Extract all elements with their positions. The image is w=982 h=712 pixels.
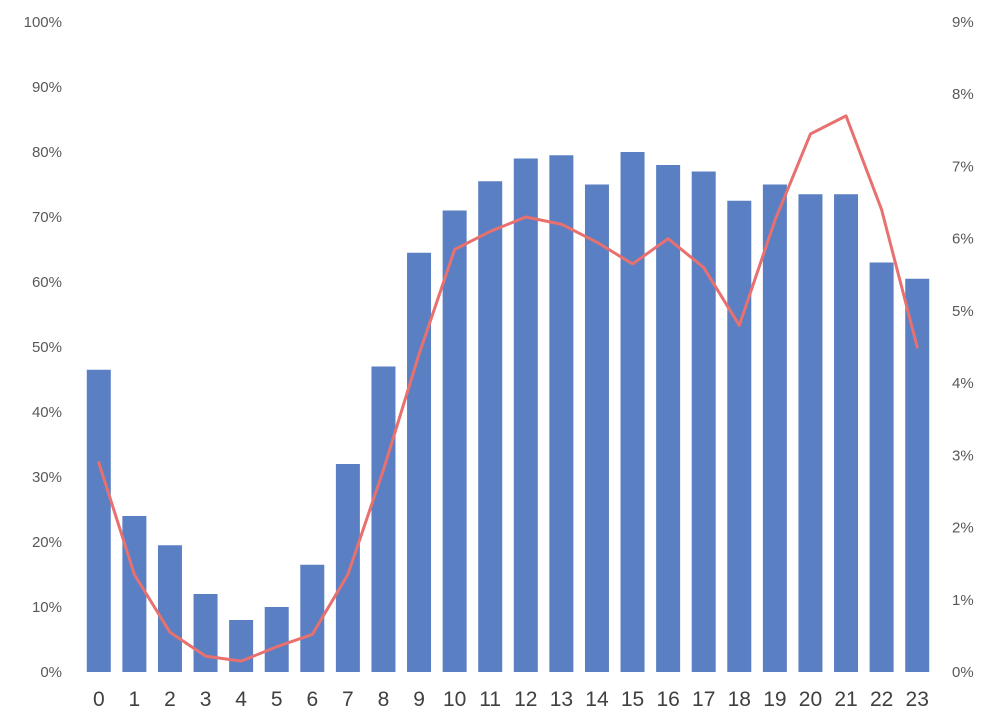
left-axis-tick-label: 100% <box>24 14 62 31</box>
line-series-layer <box>97 114 919 663</box>
left-axis-tick-label: 60% <box>32 274 62 291</box>
right-axis-tick-label: 1% <box>952 592 974 609</box>
x-axis-tick-label: 12 <box>514 688 537 711</box>
left-axis-tick-label: 20% <box>32 534 62 551</box>
bar-hour-12 <box>513 158 538 672</box>
left-axis-tick-label: 70% <box>32 209 62 226</box>
left-axis-tick-label: 90% <box>32 79 62 96</box>
bar-hour-21 <box>834 194 859 672</box>
bar-hour-3 <box>193 594 218 672</box>
left-axis-ticks: 0% 10% 20% 30% 40% 50% 60% 70% 80% 90% 100% <box>24 14 62 681</box>
x-axis-tick-label: 13 <box>550 688 573 711</box>
x-axis-tick-label: 0 <box>93 688 105 711</box>
bar-hour-2 <box>157 545 182 672</box>
x-axis-tick-label: 11 <box>479 688 501 711</box>
bar-series <box>86 152 930 672</box>
x-axis-tick-label: 10 <box>443 688 466 711</box>
x-axis-tick-label: 2 <box>164 688 176 711</box>
bar-hour-13 <box>549 155 574 672</box>
x-axis-tick-label: 22 <box>870 688 893 711</box>
right-axis-ticks: 0% 1% 2% 3% 4% 5% 6% 7% 8% 9% <box>952 14 974 681</box>
bar-hour-10 <box>442 210 467 672</box>
x-axis-tick-label: 19 <box>763 688 786 711</box>
bar-hour-15 <box>620 152 645 672</box>
right-axis-tick-label: 7% <box>952 158 974 175</box>
x-axis-tick-label: 15 <box>621 688 644 711</box>
right-axis-tick-label: 8% <box>952 86 974 103</box>
left-axis-tick-label: 0% <box>40 664 62 681</box>
x-axis-tick-label: 1 <box>129 688 141 711</box>
x-axis-tick-label: 5 <box>271 688 283 711</box>
right-axis-tick-label: 6% <box>952 231 974 248</box>
x-axis-tick-label: 8 <box>378 688 390 711</box>
right-axis-tick-label: 4% <box>952 375 974 392</box>
x-axis-tick-label: 4 <box>235 688 247 711</box>
x-axis-tick-label: 16 <box>656 688 679 711</box>
x-axis-tick-label: 3 <box>200 688 212 711</box>
line-series <box>97 114 919 663</box>
left-axis-tick-label: 80% <box>32 144 62 161</box>
x-axis-tick-label: 18 <box>728 688 751 711</box>
bar-hour-1 <box>122 516 147 672</box>
right-axis-tick-label: 9% <box>952 14 974 31</box>
left-axis-tick-label: 40% <box>32 404 62 421</box>
right-axis-tick-label: 0% <box>952 664 974 681</box>
right-axis-tick-label: 2% <box>952 520 974 537</box>
bar-hour-5 <box>264 607 289 672</box>
left-axis-tick-label: 10% <box>32 599 62 616</box>
x-axis-tick-label: 14 <box>585 688 609 711</box>
left-axis-tick-label: 50% <box>32 339 62 356</box>
bar-hour-17 <box>691 171 716 672</box>
bar-hour-14 <box>584 184 609 672</box>
bar-hour-11 <box>478 181 503 672</box>
x-axis-tick-label: 9 <box>413 688 425 711</box>
x-axis-ticks: 0 1 2 3 4 5 6 7 8 9 10 11 12 13 14 15 16 17 18 19 20 21 22 23 <box>93 688 929 711</box>
bar-hour-18 <box>727 200 752 672</box>
left-axis-tick-label: 30% <box>32 469 62 486</box>
right-axis-tick-label: 3% <box>952 447 974 464</box>
x-axis-tick-label: 23 <box>906 688 929 711</box>
x-axis-tick-label: 20 <box>799 688 822 711</box>
bar-hour-22 <box>869 262 894 672</box>
bar-hour-4 <box>229 620 254 672</box>
x-axis-tick-label: 7 <box>342 688 354 711</box>
bar-hour-16 <box>656 165 681 672</box>
x-axis-tick-label: 6 <box>306 688 318 711</box>
bar-hour-23 <box>905 278 930 672</box>
bar-hour-19 <box>762 184 787 672</box>
x-axis-tick-label: 21 <box>834 688 857 711</box>
bar-hour-0 <box>86 369 111 672</box>
bar-hour-7 <box>335 464 360 672</box>
x-axis-tick-label: 17 <box>692 688 715 711</box>
right-axis-tick-label: 5% <box>952 303 974 320</box>
bar-hour-8 <box>371 366 396 672</box>
bar-hour-20 <box>798 194 823 672</box>
bar-hour-9 <box>407 252 432 672</box>
